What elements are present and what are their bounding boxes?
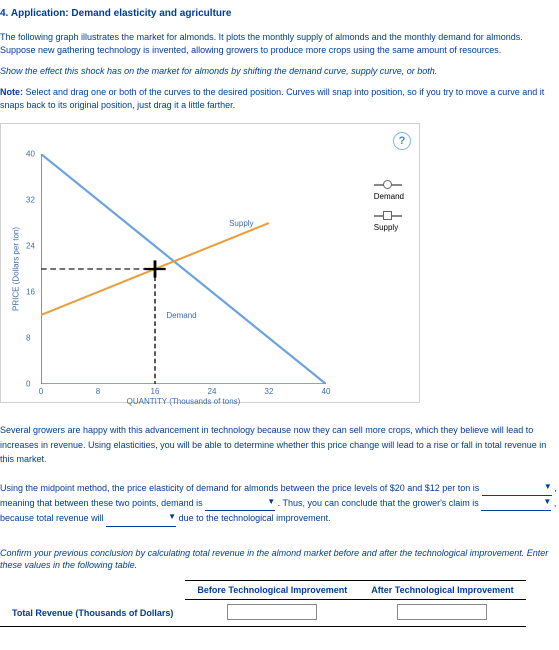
x-tick: 40 bbox=[322, 387, 331, 396]
legend-demand[interactable] bbox=[374, 184, 404, 186]
y-tick: 32 bbox=[26, 196, 35, 205]
col-before: Before Technological Improvement bbox=[185, 580, 359, 599]
claim-dropdown[interactable] bbox=[481, 496, 551, 511]
x-tick: 32 bbox=[265, 387, 274, 396]
after-input[interactable] bbox=[397, 604, 487, 620]
row-label: Total Revenue (Thousands of Dollars) bbox=[0, 599, 185, 626]
revenue-dropdown[interactable] bbox=[106, 511, 176, 526]
revenue-table: Before Technological Improvement After T… bbox=[0, 580, 526, 627]
confirm-text: Confirm your previous conclusion by calc… bbox=[0, 547, 559, 572]
legend-demand-symbol bbox=[374, 184, 402, 186]
instruction-text: Show the effect this shock has on the ma… bbox=[0, 66, 559, 76]
circle-icon bbox=[383, 180, 392, 189]
note-text: Note: Select and drag one or both of the… bbox=[0, 86, 559, 111]
before-input[interactable] bbox=[227, 604, 317, 620]
legend: Demand Supply bbox=[374, 184, 404, 232]
fill-text-1: Using the midpoint method, the price ela… bbox=[0, 483, 482, 493]
demand-label: Demand bbox=[166, 311, 196, 320]
demand-type-dropdown[interactable] bbox=[205, 496, 275, 511]
table-header-row: Before Technological Improvement After T… bbox=[0, 580, 526, 599]
x-tick: 0 bbox=[39, 387, 43, 396]
x-axis-label: QUANTITY (Thousands of tons) bbox=[127, 397, 241, 406]
chart-area[interactable]: PRICE (Dollars per ton) 40 32 24 16 8 0 … bbox=[41, 154, 326, 384]
y-tick: 16 bbox=[26, 288, 35, 297]
fill-text-5: due to the technological improvement. bbox=[179, 513, 331, 523]
question-number: 4. bbox=[0, 8, 8, 19]
supply-label: Supply bbox=[229, 219, 253, 228]
chart-container: ? PRICE (Dollars per ton) 40 32 24 16 8 … bbox=[0, 123, 420, 403]
x-tick: 8 bbox=[96, 387, 100, 396]
note-label: Note: bbox=[0, 87, 23, 97]
intro-text: The following graph illustrates the mark… bbox=[0, 31, 559, 56]
legend-supply-text: Supply bbox=[374, 223, 404, 232]
fill-para: Using the midpoint method, the price ela… bbox=[0, 481, 559, 527]
help-icon[interactable]: ? bbox=[393, 132, 411, 150]
question-title: Application: Demand elasticity and agric… bbox=[11, 8, 232, 19]
revenue-table-section: Before Technological Improvement After T… bbox=[0, 580, 559, 627]
revenue-para: Several growers are happy with this adva… bbox=[0, 423, 559, 466]
legend-demand-text: Demand bbox=[374, 192, 404, 201]
legend-supply-symbol bbox=[374, 215, 402, 217]
y-axis-label: PRICE (Dollars per ton) bbox=[12, 227, 21, 311]
y-tick: 24 bbox=[26, 242, 35, 251]
table-row: Total Revenue (Thousands of Dollars) bbox=[0, 599, 526, 626]
y-tick: 40 bbox=[26, 150, 35, 159]
fill-text-3: . Thus, you can conclude that the grower… bbox=[278, 498, 482, 508]
col-after: After Technological Improvement bbox=[359, 580, 525, 599]
y-tick: 0 bbox=[26, 380, 30, 389]
x-tick: 24 bbox=[208, 387, 217, 396]
eq-cross-icon bbox=[144, 261, 165, 278]
square-icon bbox=[383, 211, 392, 220]
y-tick: 8 bbox=[26, 334, 30, 343]
elasticity-dropdown[interactable] bbox=[482, 481, 552, 496]
note-body: Select and drag one or both of the curve… bbox=[0, 87, 544, 110]
chart-svg bbox=[41, 154, 326, 384]
x-tick: 16 bbox=[151, 387, 160, 396]
legend-supply[interactable] bbox=[374, 215, 404, 217]
